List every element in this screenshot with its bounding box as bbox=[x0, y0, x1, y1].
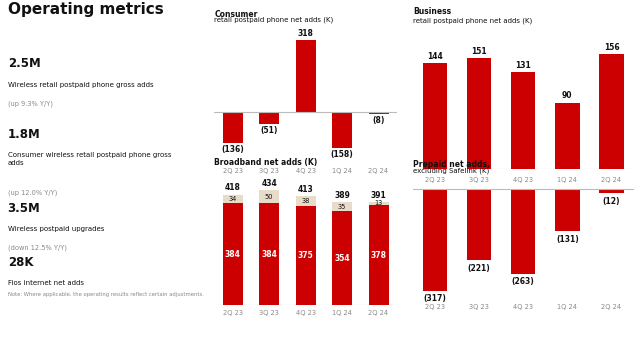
Bar bbox=[332, 211, 352, 305]
Text: 28K: 28K bbox=[8, 256, 33, 269]
Text: 3.5M: 3.5M bbox=[8, 202, 40, 215]
Text: (221): (221) bbox=[468, 264, 490, 273]
Text: Note: Where applicable, the operating results reflect certain adjustments.: Note: Where applicable, the operating re… bbox=[8, 292, 204, 297]
Bar bbox=[332, 202, 352, 211]
Text: 413: 413 bbox=[298, 185, 314, 194]
Text: 1.8M: 1.8M bbox=[8, 128, 40, 141]
Text: Wireless postpaid upgrades: Wireless postpaid upgrades bbox=[8, 226, 104, 233]
Text: 156: 156 bbox=[604, 43, 620, 52]
Bar bbox=[259, 112, 279, 124]
Text: 2Q 23: 2Q 23 bbox=[223, 168, 243, 174]
Text: 90: 90 bbox=[562, 91, 573, 100]
Text: retail postpaid phone net adds (K): retail postpaid phone net adds (K) bbox=[413, 18, 532, 24]
Text: 4Q 23: 4Q 23 bbox=[513, 304, 533, 310]
Bar bbox=[296, 196, 316, 206]
Text: Wireless retail postpaid phone gross adds: Wireless retail postpaid phone gross add… bbox=[8, 82, 154, 88]
Text: 34: 34 bbox=[228, 196, 237, 202]
Text: 2Q 24: 2Q 24 bbox=[369, 168, 388, 174]
Text: (down 12.5% Y/Y): (down 12.5% Y/Y) bbox=[8, 245, 67, 251]
Text: Business: Business bbox=[413, 7, 451, 16]
Text: 2Q 23: 2Q 23 bbox=[425, 177, 445, 183]
Text: (263): (263) bbox=[512, 277, 534, 286]
Text: Consumer: Consumer bbox=[214, 9, 258, 19]
Text: 2Q 24: 2Q 24 bbox=[369, 310, 388, 316]
Text: Operating metrics: Operating metrics bbox=[8, 2, 163, 17]
Bar bbox=[556, 189, 579, 232]
Text: Prepaid net adds,: Prepaid net adds, bbox=[413, 160, 490, 168]
Bar bbox=[600, 54, 623, 168]
Text: 38: 38 bbox=[301, 198, 310, 204]
Text: 418: 418 bbox=[225, 183, 241, 192]
Text: 434: 434 bbox=[261, 179, 277, 188]
Text: 50: 50 bbox=[265, 194, 273, 200]
Text: 384: 384 bbox=[225, 250, 241, 259]
Text: 151: 151 bbox=[471, 47, 487, 56]
Text: Broadband net adds (K): Broadband net adds (K) bbox=[214, 158, 317, 167]
Text: Strong momentum across key operating metrics: Strong momentum across key operating met… bbox=[177, 318, 463, 328]
Text: (8): (8) bbox=[372, 116, 385, 125]
Text: 318: 318 bbox=[298, 29, 314, 38]
Text: Consumer wireless retail postpaid phone gross
adds: Consumer wireless retail postpaid phone … bbox=[8, 152, 171, 166]
Text: (158): (158) bbox=[331, 150, 353, 159]
Text: (317): (317) bbox=[424, 295, 446, 303]
Bar bbox=[423, 189, 447, 291]
Text: 389: 389 bbox=[334, 191, 350, 200]
Bar bbox=[259, 190, 279, 204]
Bar bbox=[332, 112, 352, 148]
Bar bbox=[296, 206, 316, 305]
Bar bbox=[556, 102, 579, 168]
Text: (up 9.3% Y/Y): (up 9.3% Y/Y) bbox=[8, 100, 52, 106]
Text: 3Q 23: 3Q 23 bbox=[259, 310, 279, 316]
Bar bbox=[511, 72, 535, 168]
Text: 2Q 24: 2Q 24 bbox=[602, 304, 621, 310]
Text: retail postpaid phone net adds (K): retail postpaid phone net adds (K) bbox=[214, 17, 333, 24]
Text: (12): (12) bbox=[603, 196, 620, 206]
Text: 378: 378 bbox=[371, 250, 387, 259]
Text: 13: 13 bbox=[374, 201, 383, 206]
Text: 1Q 24: 1Q 24 bbox=[557, 304, 577, 310]
Bar bbox=[511, 189, 535, 274]
Bar bbox=[467, 58, 491, 168]
Text: 3Q 23: 3Q 23 bbox=[259, 168, 279, 174]
Text: excluding Safelink (K): excluding Safelink (K) bbox=[413, 168, 489, 174]
Text: (131): (131) bbox=[556, 235, 579, 244]
Text: 4Q 23: 4Q 23 bbox=[296, 310, 316, 316]
Bar bbox=[600, 189, 623, 193]
Bar bbox=[369, 202, 388, 205]
Text: 2Q 24: 2Q 24 bbox=[602, 177, 621, 183]
Bar bbox=[467, 189, 491, 261]
Text: 391: 391 bbox=[371, 190, 387, 200]
Text: (up 12.0% Y/Y): (up 12.0% Y/Y) bbox=[8, 189, 57, 196]
Bar bbox=[223, 194, 243, 204]
Bar bbox=[369, 205, 388, 305]
Text: 144: 144 bbox=[427, 52, 443, 61]
Bar bbox=[259, 204, 279, 305]
Text: 4Q 23: 4Q 23 bbox=[513, 177, 533, 183]
Text: 354: 354 bbox=[334, 254, 350, 263]
Legend: Fixed Wireless Access, Wireline (Fios + DSL): Fixed Wireless Access, Wireline (Fios + … bbox=[214, 335, 371, 337]
Text: 35: 35 bbox=[338, 204, 346, 210]
Bar bbox=[369, 112, 388, 114]
Text: (51): (51) bbox=[260, 126, 278, 135]
Text: 4Q 23: 4Q 23 bbox=[296, 168, 316, 174]
Text: 2.5M: 2.5M bbox=[8, 57, 40, 70]
Text: 3Q 23: 3Q 23 bbox=[469, 304, 489, 310]
Bar bbox=[423, 63, 447, 168]
Bar bbox=[296, 40, 316, 112]
Text: 1Q 24: 1Q 24 bbox=[557, 177, 577, 183]
Text: 2Q 23: 2Q 23 bbox=[223, 310, 243, 316]
Bar bbox=[223, 112, 243, 143]
Text: Fios internet net adds: Fios internet net adds bbox=[8, 280, 84, 286]
Text: (136): (136) bbox=[221, 145, 244, 154]
Text: 2Q 23: 2Q 23 bbox=[425, 304, 445, 310]
Text: 131: 131 bbox=[515, 61, 531, 70]
Bar bbox=[223, 204, 243, 305]
Text: 1Q 24: 1Q 24 bbox=[332, 168, 352, 174]
Text: 384: 384 bbox=[261, 250, 277, 259]
Text: 1Q 24: 1Q 24 bbox=[332, 310, 352, 316]
Text: 3Q 23: 3Q 23 bbox=[469, 177, 489, 183]
Text: 375: 375 bbox=[298, 251, 314, 260]
